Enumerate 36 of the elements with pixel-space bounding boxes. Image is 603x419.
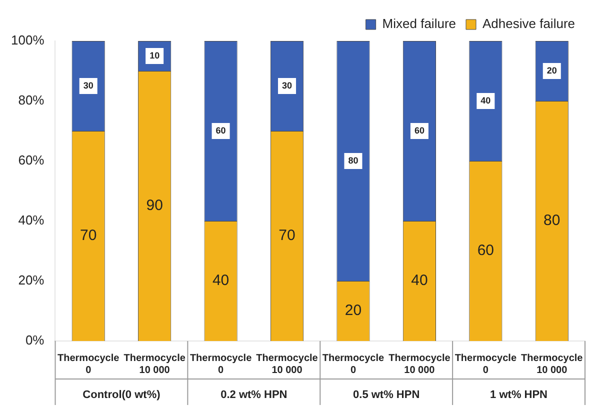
- y-tick-label: 60%: [18, 152, 45, 168]
- text: 0.2 wt% HPN: [220, 389, 288, 402]
- x-tick-label: Thermocycle 10 000: [124, 352, 186, 376]
- y-tick-label: 20%: [18, 272, 45, 288]
- y-tick-label: 100%: [11, 32, 45, 48]
- x-tick-label: Thermocycle 0: [190, 352, 252, 376]
- y-tick-label: 40%: [18, 212, 45, 228]
- data-label: 40: [411, 272, 428, 290]
- data-label: 70: [80, 227, 97, 244]
- text: 1 wt% HPN: [490, 389, 548, 402]
- x-tick-label: Thermocycle 10 000: [388, 352, 451, 376]
- x-tick-label: Thermocycle 0: [454, 352, 517, 376]
- y-tick-label: 80%: [18, 92, 45, 108]
- data-label: 40: [212, 272, 230, 290]
- data-label: 30: [282, 80, 292, 90]
- data-label: 20: [546, 65, 557, 76]
- text: Control(0 wt%): [82, 389, 161, 402]
- y-tick-label: 0%: [25, 332, 45, 348]
- data-label: 10: [150, 50, 160, 60]
- legend-label: Mixed failure: [382, 16, 456, 32]
- data-label: 80: [348, 155, 358, 166]
- x-tick-label: Thermocycle 0: [58, 352, 120, 376]
- data-label: 90: [146, 197, 163, 214]
- data-label: 60: [477, 242, 494, 260]
- data-label: 70: [278, 227, 296, 244]
- data-label: 60: [414, 125, 424, 136]
- legend-label: Adhesive failure: [482, 16, 575, 32]
- data-label: 60: [216, 125, 226, 136]
- text: 0.5 wt% HPN: [353, 389, 420, 402]
- x-tick-label: Thermocycle 10 000: [256, 352, 318, 376]
- x-tick-label: Thermocycle 10 000: [521, 352, 584, 376]
- data-label: 20: [344, 302, 362, 320]
- data-label: 40: [480, 95, 491, 106]
- x-tick-label: Thermocycle 0: [322, 352, 385, 376]
- data-label: 30: [83, 80, 94, 90]
- data-label: 80: [544, 212, 560, 230]
